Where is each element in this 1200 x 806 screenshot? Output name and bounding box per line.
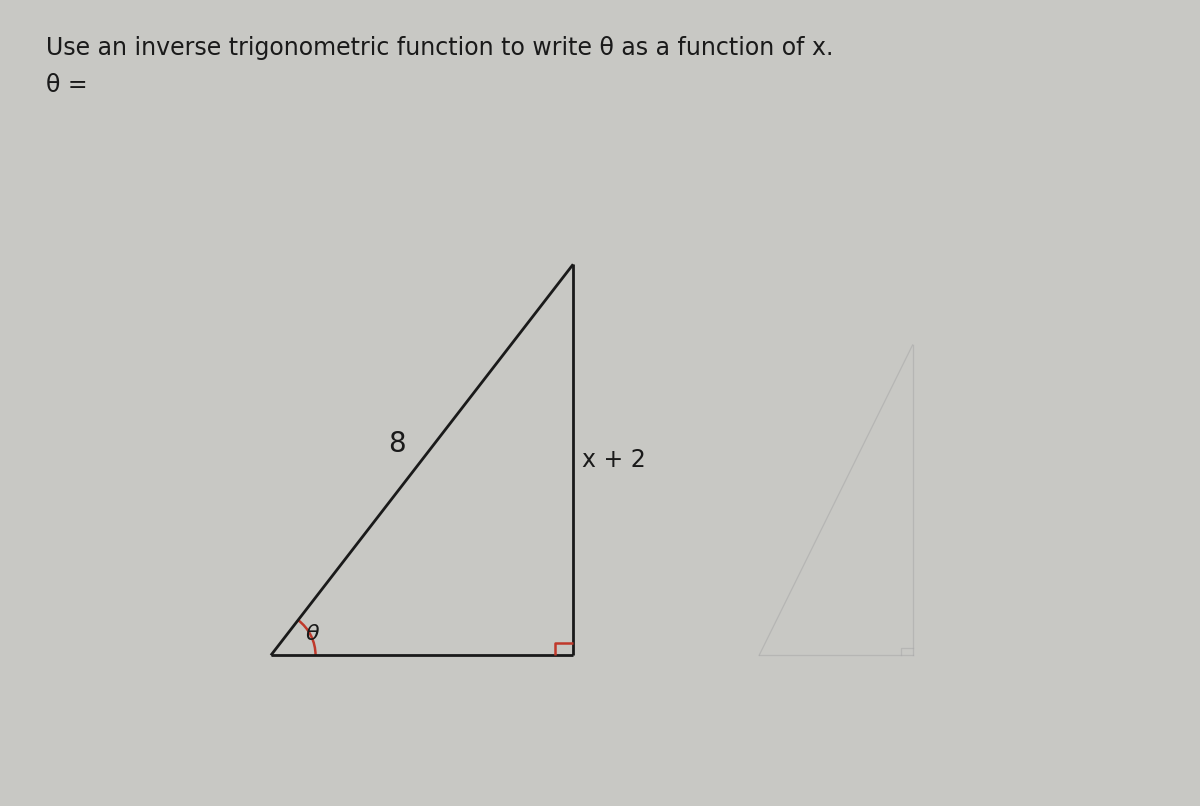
Text: θ: θ: [306, 624, 319, 643]
Text: x + 2: x + 2: [582, 448, 647, 472]
Text: θ =: θ =: [46, 73, 88, 97]
Text: Use an inverse trigonometric function to write θ as a function of x.: Use an inverse trigonometric function to…: [46, 36, 833, 60]
Text: 8: 8: [388, 430, 406, 459]
